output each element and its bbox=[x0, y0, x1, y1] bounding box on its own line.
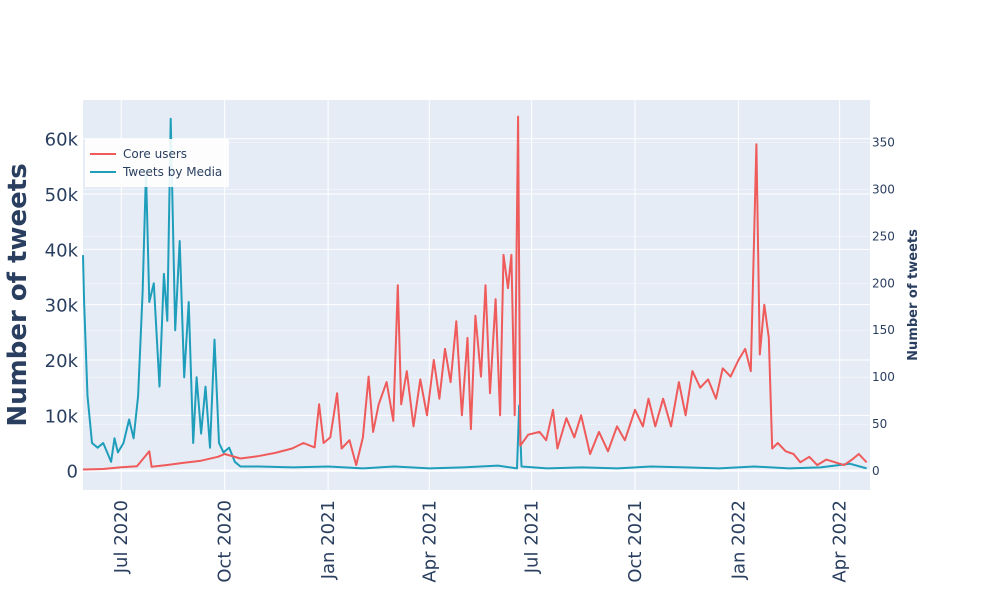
legend-box bbox=[85, 139, 229, 187]
right-y-axis-ticks: 0 50 100 150 200 250 300 350 bbox=[872, 135, 895, 478]
right-y-tick-label: 150 bbox=[872, 323, 895, 337]
x-tick-label: Apr 2022 bbox=[830, 500, 851, 583]
x-tick-label: Jan 2022 bbox=[729, 500, 750, 580]
left-y-tick-label: 50k bbox=[45, 185, 79, 206]
left-y-tick-label: 0 bbox=[67, 462, 78, 483]
left-y-tick-label: 60k bbox=[45, 130, 79, 151]
right-y-tick-label: 300 bbox=[872, 182, 895, 196]
x-tick-label: Oct 2020 bbox=[215, 500, 236, 583]
series-line-core-users bbox=[82, 115, 868, 471]
x-tick-label: Jul 2020 bbox=[111, 500, 132, 574]
left-y-tick-label: 40k bbox=[45, 240, 79, 261]
x-tick-label: Oct 2021 bbox=[625, 500, 646, 583]
left-y-axis-ticks: 0 10k 20k 30k 40k 50k 60k bbox=[45, 130, 79, 483]
right-y-tick-label: 50 bbox=[872, 417, 887, 431]
left-y-tick-label: 30k bbox=[45, 296, 79, 317]
left-y-axis-label: Number of tweets bbox=[3, 163, 33, 426]
right-y-tick-label: 200 bbox=[872, 276, 895, 290]
right-y-tick-label: 250 bbox=[872, 229, 895, 243]
x-axis-ticks: Jul 2020 Oct 2020 Jan 2021 Apr 2021 Jul 2021… bbox=[111, 500, 850, 583]
x-tick-label: Jul 2021 bbox=[522, 500, 543, 574]
legend-label-core-users: Core users bbox=[123, 147, 187, 161]
left-y-tick-label: 10k bbox=[45, 406, 79, 427]
legend[interactable]: Core users Tweets by Media bbox=[85, 139, 229, 187]
series-line-tweets-by-media bbox=[82, 117, 867, 470]
right-y-axis-label: Number of tweets bbox=[906, 229, 921, 361]
left-y-tick-label: 20k bbox=[45, 351, 79, 372]
right-y-tick-label: 100 bbox=[872, 370, 895, 384]
right-y-tick-label: 350 bbox=[872, 135, 895, 149]
right-y-tick-label: 0 bbox=[872, 464, 880, 478]
legend-label-tweets-by-media: Tweets by Media bbox=[122, 165, 222, 179]
x-tick-label: Apr 2021 bbox=[419, 500, 440, 583]
x-tick-label: Jan 2021 bbox=[318, 500, 339, 580]
series-lines bbox=[82, 115, 868, 471]
